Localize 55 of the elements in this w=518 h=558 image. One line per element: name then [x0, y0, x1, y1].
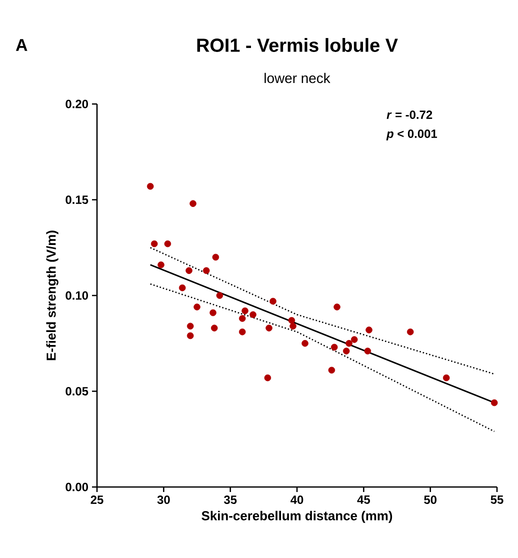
point: [178, 284, 186, 292]
y-tick-label: 0.15: [66, 196, 88, 204]
point: [212, 254, 220, 261]
point: [342, 348, 350, 354]
x-tick-label: 40: [290, 496, 304, 504]
point: [264, 374, 272, 382]
point: [406, 328, 414, 336]
point: [330, 344, 338, 351]
x-tick-label: 55: [490, 496, 504, 504]
y-tick-label: 0.00: [66, 482, 88, 492]
y-axis-title: E-field strength (V/m): [46, 230, 58, 360]
x-tick-label: 30: [157, 496, 170, 504]
point: [238, 328, 246, 336]
x-tick-label: 35: [224, 496, 237, 504]
point: [328, 366, 336, 374]
point: [366, 326, 372, 334]
point: [350, 336, 358, 343]
point: [346, 340, 352, 347]
chart-subtitle: lower neck: [264, 72, 330, 84]
point: [194, 304, 200, 310]
point: [242, 307, 248, 314]
point: [146, 182, 154, 190]
point: [302, 340, 308, 347]
point: [288, 317, 296, 324]
point: [186, 332, 194, 340]
x-tick-label: 25: [90, 496, 104, 504]
text: A: [16, 39, 28, 51]
point: [334, 304, 340, 310]
point: [210, 309, 216, 316]
point: [364, 348, 372, 354]
point: [490, 399, 498, 406]
point: [216, 292, 224, 299]
y-tick-label: 0.20: [66, 100, 88, 108]
point: [270, 298, 276, 305]
point: [186, 322, 194, 330]
annotation: r = -0.72: [386, 110, 432, 119]
point: [238, 315, 246, 322]
point: [210, 324, 218, 332]
point: [158, 261, 164, 268]
point: [164, 240, 172, 248]
point: [442, 374, 450, 382]
x-tick-label: 45: [357, 496, 370, 504]
y-tick-label: 0.05: [66, 387, 88, 396]
point: [250, 311, 256, 318]
x-axis-title: Skin-cerebellum distance (mm): [202, 510, 392, 523]
point: [190, 200, 196, 207]
point: [290, 322, 296, 330]
annotation: p < 0.001: [386, 130, 438, 140]
chart-title: ROI1 - Vermis lobule V: [197, 38, 398, 52]
point: [150, 240, 158, 248]
x-tick-label: 50: [424, 496, 436, 504]
point: [266, 324, 272, 332]
point: [186, 267, 192, 274]
y-tick-label: 0.10: [66, 291, 88, 300]
point: [202, 267, 210, 274]
